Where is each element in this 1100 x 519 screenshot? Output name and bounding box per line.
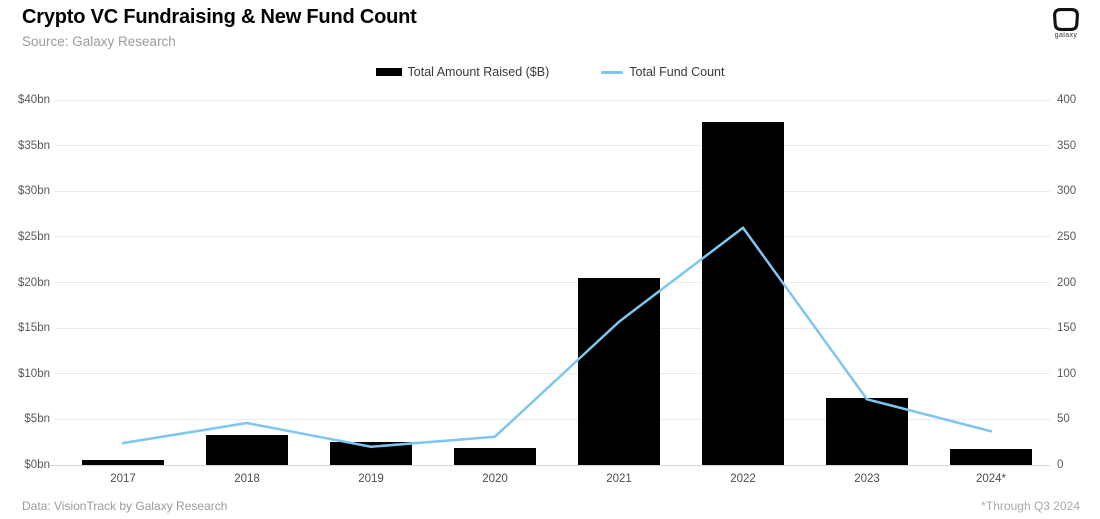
y-axis-label-left: $25bn bbox=[18, 230, 50, 243]
y-axis-label-right: 0 bbox=[1057, 459, 1064, 471]
legend-label-fund-count: Total Fund Count bbox=[629, 65, 725, 79]
y-axis-label-left: $35bn bbox=[18, 139, 50, 152]
bar-2020 bbox=[454, 447, 536, 465]
bar-2021 bbox=[578, 277, 660, 465]
y-axis-label-left: $10bn bbox=[18, 367, 50, 380]
legend-item-amount-raised: Total Amount Raised ($B) bbox=[375, 65, 550, 79]
y-axis-label-left: $20bn bbox=[18, 276, 50, 289]
y-axis-label-right: 400 bbox=[1057, 94, 1077, 106]
legend-label-amount-raised: Total Amount Raised ($B) bbox=[407, 65, 550, 79]
y-axis-label-left: $40bn bbox=[18, 94, 50, 106]
y-axis-label-right: 50 bbox=[1057, 413, 1070, 426]
chart-legend: Total Amount Raised ($B) Total Fund Coun… bbox=[0, 65, 1100, 79]
y-axis-label-left: $0bn bbox=[24, 459, 50, 471]
x-axis-label-2023: 2023 bbox=[854, 473, 880, 485]
x-axis-line bbox=[50, 465, 1050, 466]
gridline bbox=[55, 373, 1050, 375]
legend-item-fund-count: Total Fund Count bbox=[601, 65, 724, 79]
gridline bbox=[55, 327, 1050, 329]
y-axis-label-right: 350 bbox=[1057, 139, 1077, 152]
gridline bbox=[55, 236, 1050, 238]
x-axis-label-2018: 2018 bbox=[234, 473, 260, 485]
gridline bbox=[55, 418, 1050, 420]
bar-2022 bbox=[702, 121, 784, 465]
bar-2017 bbox=[82, 460, 164, 465]
bar-2018 bbox=[206, 434, 288, 465]
x-axis-label-2022: 2022 bbox=[730, 473, 756, 485]
galaxy-logo-icon bbox=[1053, 8, 1079, 31]
y-axis-label-left: $15bn bbox=[18, 322, 50, 335]
y-axis-label-right: 200 bbox=[1057, 276, 1077, 289]
footer-data-source: Data: VisionTrack by Galaxy Research bbox=[22, 499, 228, 513]
line-swatch-icon bbox=[601, 70, 624, 74]
x-axis-label-2021: 2021 bbox=[606, 473, 632, 485]
gridline bbox=[55, 145, 1050, 147]
bar-2024 bbox=[950, 448, 1032, 465]
y-axis-label-right: 300 bbox=[1057, 185, 1077, 198]
x-axis-label-2024: 2024* bbox=[975, 473, 1007, 485]
bar-2019 bbox=[330, 442, 412, 465]
y-axis-label-left: $30bn bbox=[18, 185, 50, 198]
footer-note: *Through Q3 2024 bbox=[981, 499, 1080, 513]
y-axis-label-left: $5bn bbox=[24, 413, 50, 426]
y-axis-label-right: 250 bbox=[1057, 230, 1077, 243]
page-title: Crypto VC Fundraising & New Fund Count bbox=[22, 6, 417, 28]
x-axis-label-2019: 2019 bbox=[358, 473, 384, 485]
gridline bbox=[55, 190, 1050, 192]
bar-swatch-icon bbox=[375, 68, 402, 76]
x-axis-label-2017: 2017 bbox=[110, 473, 136, 485]
y-axis-label-right: 150 bbox=[1057, 322, 1077, 335]
bar-2023 bbox=[826, 398, 908, 465]
x-axis-label-2020: 2020 bbox=[482, 473, 508, 485]
galaxy-logo: galaxy bbox=[1046, 8, 1086, 39]
galaxy-logo-label: galaxy bbox=[1054, 32, 1078, 39]
y-axis-label-right: 100 bbox=[1057, 367, 1077, 380]
fund-count-polyline bbox=[121, 226, 993, 448]
source-subtitle: Source: Galaxy Research bbox=[22, 34, 176, 49]
gridline bbox=[55, 282, 1050, 283]
gridline bbox=[55, 99, 1050, 101]
